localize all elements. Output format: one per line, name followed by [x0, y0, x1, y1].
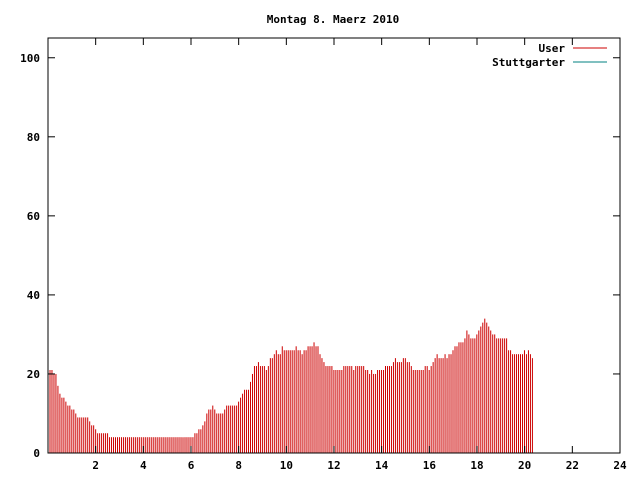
- x-tick-label: 16: [423, 459, 437, 472]
- y-tick-label: 100: [20, 52, 40, 65]
- y-tick-label: 0: [33, 447, 40, 460]
- x-tick-label: 10: [280, 459, 293, 472]
- x-tick-label: 2: [92, 459, 99, 472]
- x-tick-label: 12: [327, 459, 340, 472]
- x-tick-label: 4: [140, 459, 147, 472]
- x-tick-label: 14: [375, 459, 389, 472]
- legend-label: User: [539, 42, 566, 55]
- x-tick-label: 6: [188, 459, 195, 472]
- x-tick-label: 24: [613, 459, 627, 472]
- y-tick-label: 60: [27, 210, 40, 223]
- x-tick-label: 8: [235, 459, 242, 472]
- x-tick-label: 22: [566, 459, 579, 472]
- x-tick-label: 18: [470, 459, 483, 472]
- bar-series-user: [47, 318, 533, 453]
- legend-label: Stuttgarter: [492, 56, 565, 69]
- chart-title: Montag 8. Maerz 2010: [267, 13, 399, 26]
- x-tick-label: 20: [518, 459, 531, 472]
- y-tick-label: 80: [27, 131, 40, 144]
- y-tick-label: 20: [27, 368, 40, 381]
- y-tick-label: 40: [27, 289, 40, 302]
